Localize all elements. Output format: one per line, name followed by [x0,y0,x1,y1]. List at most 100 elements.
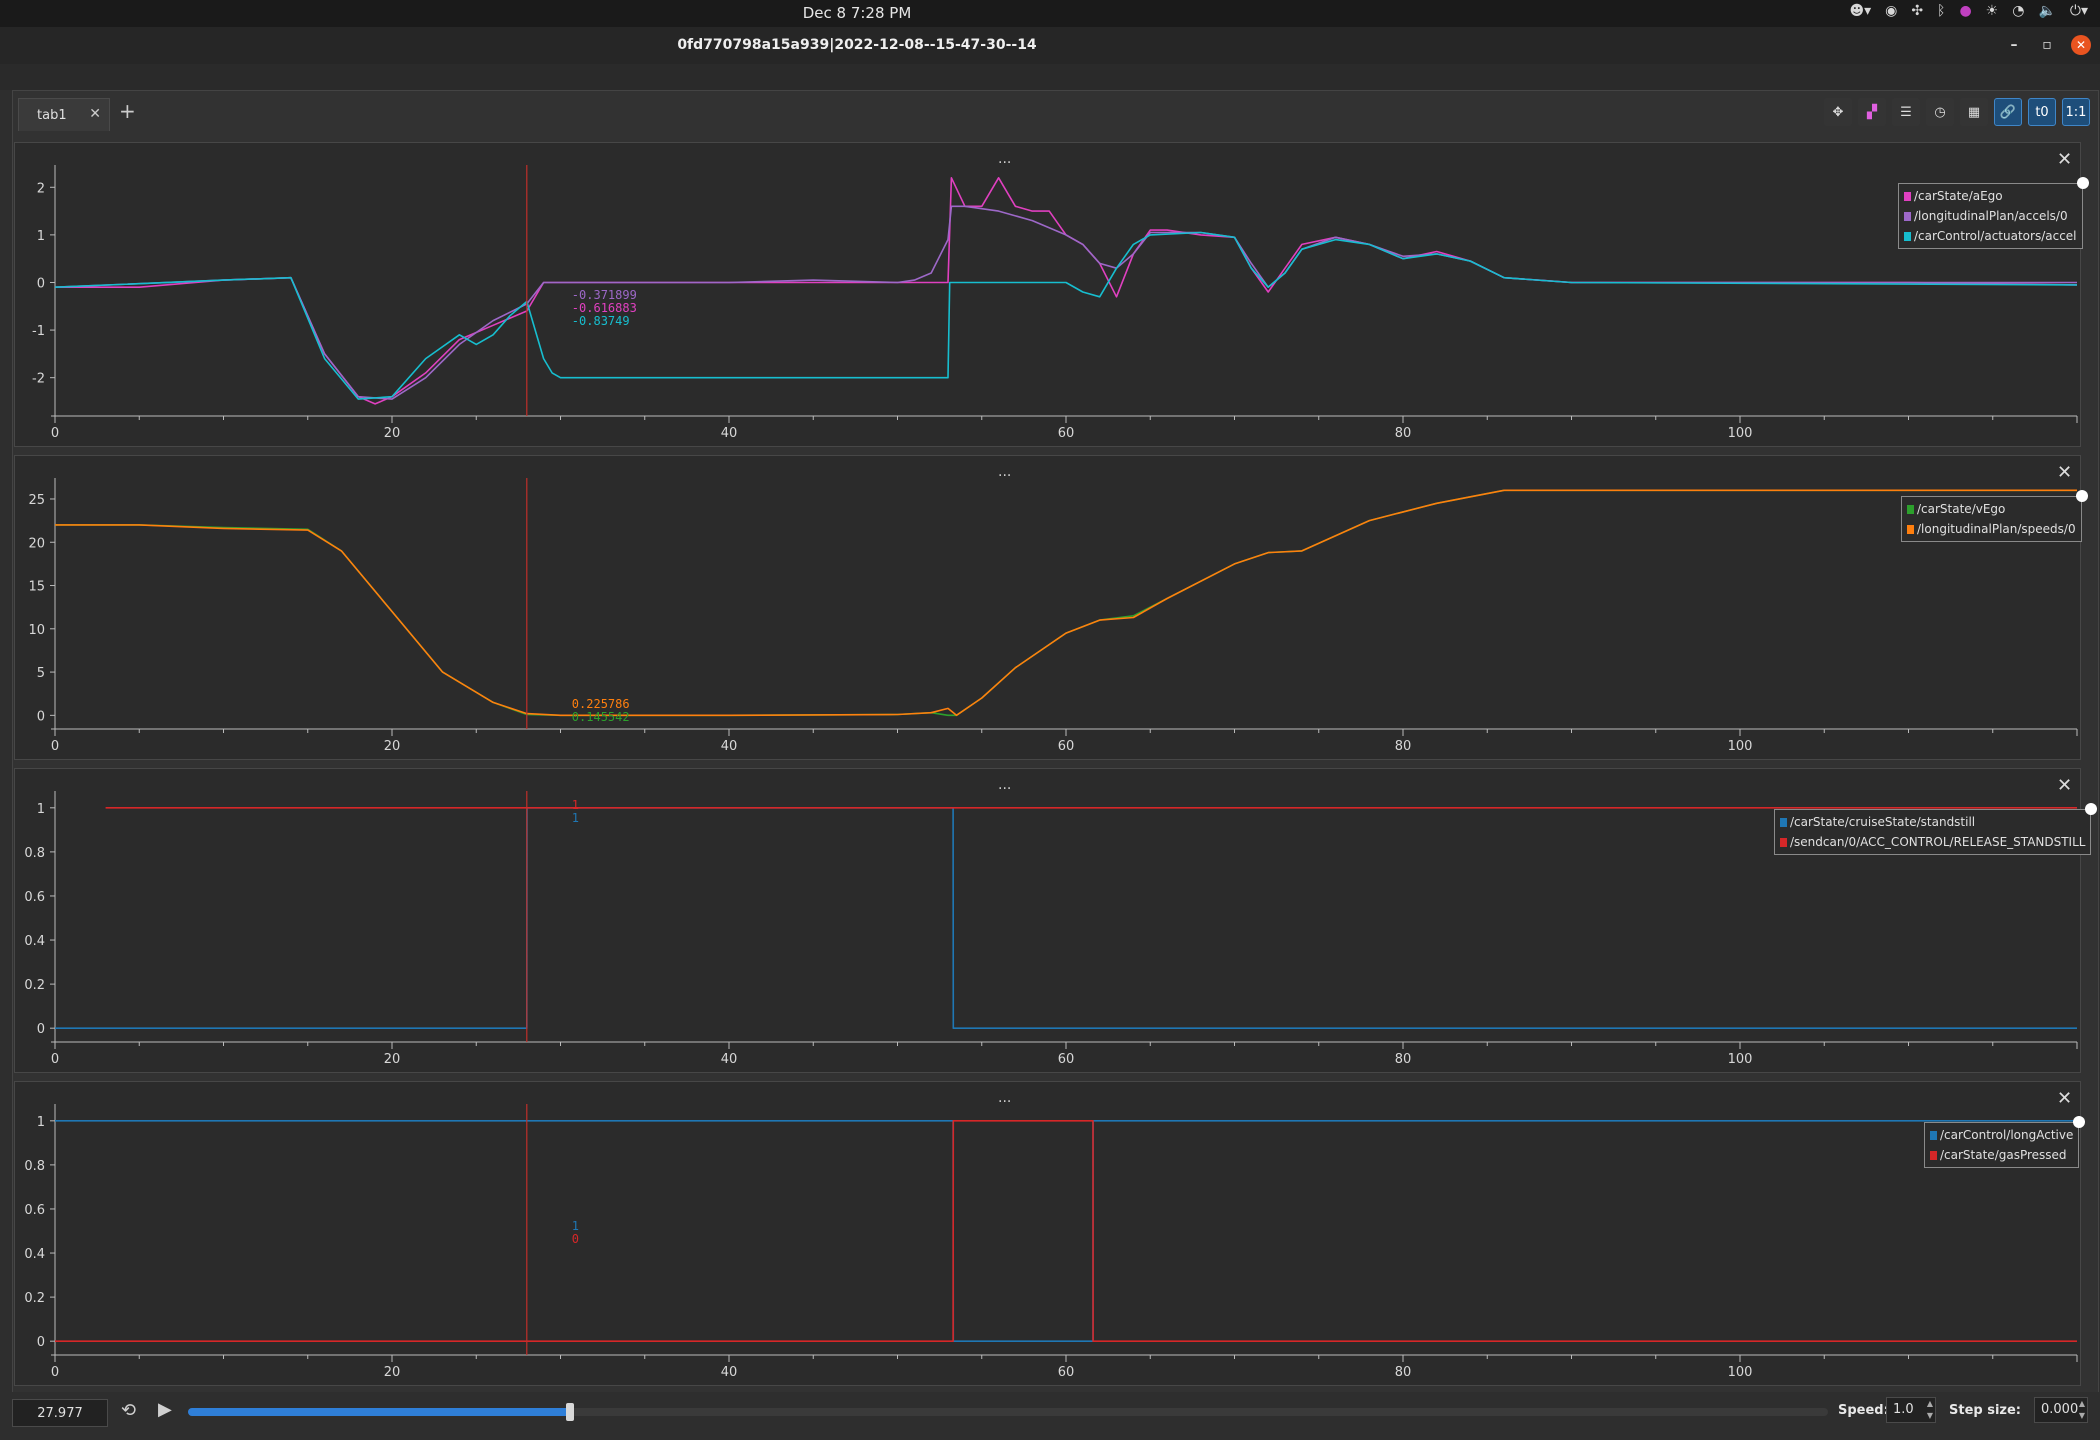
speed-label: Speed: [1838,1403,1889,1418]
panel-drag-handle[interactable]: ... [998,1090,1012,1106]
spin-arrows-icon[interactable]: ▲ ▼ [2078,1399,2085,1420]
legend-item[interactable]: /carState/vEgo [1907,499,2076,519]
loop-icon[interactable]: ⟲ [121,1400,137,1421]
time-slider-handle[interactable] [566,1403,575,1421]
close-plot-icon[interactable]: ✕ [2057,149,2073,170]
t0-button[interactable]: t0 [2028,98,2056,126]
legend-item[interactable]: /carControl/actuators/accel [1904,226,2077,246]
plot-legend[interactable]: /carState/cruiseState/standstill /sendca… [1774,803,2098,855]
discord-icon[interactable]: ◉ [1885,3,1898,19]
legend-resize-knob[interactable] [2075,490,2088,502]
y-tick-label: 20 [28,536,45,551]
close-plot-icon[interactable]: ✕ [2057,775,2073,796]
close-plot-icon[interactable]: ✕ [2057,462,2073,483]
x-tick-label: 20 [384,739,401,754]
legend-resize-knob[interactable] [2073,1116,2086,1128]
legend-swatch [1904,211,1911,221]
user-icon[interactable]: ☻▾ [1849,3,1872,19]
x-tick-label: 20 [384,1052,401,1067]
y-tick-label: 1 [37,802,45,817]
y-tick-label: 10 [28,623,45,638]
x-tick-label: 100 [1728,1052,1753,1067]
y-tick-label: -1 [32,324,45,339]
close-window-button[interactable]: ✕ [2071,35,2091,55]
close-plot-icon[interactable]: ✕ [2057,1088,2073,1109]
x-tick-label: 60 [1058,739,1075,754]
plot-panel-standstill[interactable]: 1 0.8 0.6 0.4 0.2 0 0 20 40 60 80 100 1 1 ... ✕ /carS… [14,768,2098,1073]
legend-label: /carState/vEgo [1917,502,2006,516]
y-tick-label: 0.8 [24,846,45,861]
grid-icon[interactable]: ▦ [1960,98,1988,126]
play-button[interactable]: ▶ [158,1399,172,1420]
system-top-bar: Dec 8 7:28 PM ☻▾ ◉ ✣ ᛒ ● ☀ ◔ 🔈 ⏻▾ [0,0,2100,27]
maximize-button[interactable]: ▫ [2042,37,2052,53]
bluetooth-icon[interactable]: ᛒ [1937,3,1946,19]
spin-arrows-icon[interactable]: ▲ ▼ [1926,1399,1933,1420]
panel-drag-handle[interactable]: ... [998,151,1012,167]
plot-panel-long-active[interactable]: 1 0.8 0.6 0.4 0.2 0 0 20 40 60 80 100 1 0 ... ✕ /carC… [14,1081,2086,1386]
system-clock[interactable]: Dec 8 7:28 PM [802,4,912,22]
legend-item[interactable]: /carState/aEgo [1904,186,2077,206]
legend-item[interactable]: /carControl/longActive [1930,1125,2073,1145]
panel-drag-handle[interactable]: ... [998,777,1012,793]
cursor-value-label: 1 [572,1219,579,1233]
tab-tab1[interactable]: tab1 ✕ [18,98,110,131]
legend-label: /longitudinalPlan/accels/0 [1914,209,2068,223]
zoom-plot-icon[interactable]: ▞ [1858,98,1886,126]
legend-item[interactable]: /carState/gasPressed [1930,1145,2073,1165]
x-tick-label: 20 [384,426,401,441]
ratio-button[interactable]: 1:1 [2062,98,2090,126]
wifi-icon[interactable]: ◔ [2012,3,2025,19]
legend-swatch [1930,1150,1937,1160]
plot-panel-speed[interactable]: 25 20 15 10 5 0 0 20 40 60 80 100 0.225786 0.145542 .… [14,455,2088,760]
series-line [55,489,2077,717]
legend-item[interactable]: /longitudinalPlan/accels/0 [1904,206,2077,226]
brightness-icon[interactable]: ☀ [1985,3,1999,19]
system-tray: ☻▾ ◉ ✣ ᛒ ● ☀ ◔ 🔈 ⏻▾ [1849,3,2088,19]
plot-legend[interactable]: /carState/aEgo /longitudinalPlan/accels/… [1898,177,2089,249]
plot-legend[interactable]: /carControl/longActive /carState/gasPres… [1924,1116,2086,1168]
y-tick-label: 0 [37,1022,45,1037]
panel-drag-handle[interactable]: ... [998,464,1012,480]
move-icon[interactable]: ✥ [1824,98,1852,126]
legend-swatch [1904,231,1911,241]
timestamp-icon[interactable]: ◷ [1926,98,1954,126]
y-tick-label: 0.4 [24,934,45,949]
time-slider[interactable] [188,1403,1828,1421]
step-size-spinbox[interactable]: 0.000 ▲ ▼ [2034,1397,2088,1423]
x-tick-label: 0 [51,1365,59,1380]
series-line [55,1119,2077,1343]
current-time-field[interactable]: 27.977 [12,1399,108,1427]
volume-icon[interactable]: 🔈 [2038,3,2056,19]
x-tick-label: 40 [721,1365,738,1380]
power-icon[interactable]: ⏻▾ [2069,3,2088,19]
legend-swatch [1930,1130,1937,1140]
app-indicator-icon[interactable]: ● [1959,3,1972,19]
plot-panel-acceleration[interactable]: 2 1 0 -1 -2 0 20 40 60 80 100 -0.371899 -0.616883 -0.… [14,142,2089,447]
legend-resize-knob[interactable] [2076,177,2089,189]
x-tick-label: 0 [51,739,59,754]
legend-resize-knob[interactable] [2085,803,2098,815]
speed-spinbox[interactable]: 1.0 ▲ ▼ [1886,1397,1936,1423]
playback-bar [0,1392,2100,1440]
series-line [55,1119,2077,1343]
legend-item[interactable]: /sendcan/0/ACC_CONTROL/RELEASE_STANDSTIL… [1780,832,2085,852]
plot-canvas[interactable]: 2 1 0 -1 -2 0 20 40 60 80 100 -0.371899-0.616883-0.… [15,143,2080,446]
legend-swatch [1907,524,1914,534]
minimize-button[interactable]: – [2010,37,2018,53]
slack-icon[interactable]: ✣ [1911,3,1924,19]
legend-icon[interactable]: ☰ [1892,98,1920,126]
cursor-value-label: -0.83749 [572,314,630,328]
legend-item[interactable]: /carState/cruiseState/standstill [1780,812,2085,832]
legend-item[interactable]: /longitudinalPlan/speeds/0 [1907,519,2076,539]
series-line [55,489,2077,717]
plot-legend[interactable]: /carState/vEgo /longitudinalPlan/speeds/… [1901,490,2088,542]
add-tab-button[interactable]: + [119,99,136,123]
x-tick-label: 80 [1395,1365,1412,1380]
close-tab-icon[interactable]: ✕ [89,106,101,122]
link-icon[interactable]: 🔗 [1994,98,2022,126]
x-tick-label: 0 [51,426,59,441]
